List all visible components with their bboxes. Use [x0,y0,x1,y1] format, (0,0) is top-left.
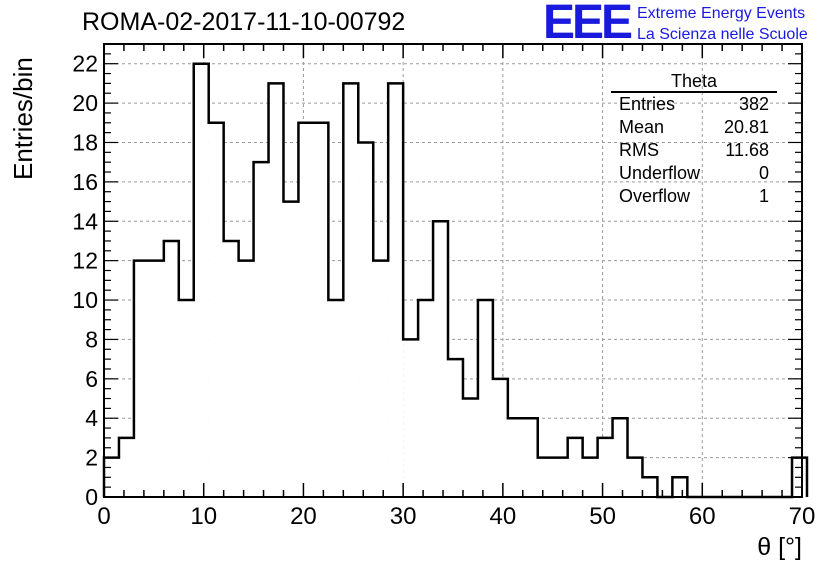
stats-row-mean: Mean 20.81 [611,116,777,139]
histogram-bin [283,202,298,497]
stats-value: 0 [759,162,769,185]
stats-label: Overflow [619,185,690,208]
histogram-bin [598,438,613,497]
y-tick-label: 14 [72,208,98,234]
x-axis-label: θ [°] [757,533,802,562]
y-tick-label: 22 [72,51,98,77]
histogram-bin [269,83,284,497]
histogram-bin [523,418,538,497]
stats-value: 20.81 [724,116,769,139]
histogram-bin [209,123,224,497]
y-tick-label: 4 [85,405,98,431]
chart-title: ROMA-02-2017-11-10-00792 [82,8,405,37]
stats-value: 1 [759,185,769,208]
histogram-bin [553,458,568,497]
y-tick-label: 20 [72,90,98,116]
histogram-bin [403,339,418,497]
logo-line-2: La Scienza nelle Scuole [637,26,808,44]
histogram-bin [328,300,343,497]
x-tick-label: 30 [390,503,417,530]
histogram-bin [463,399,478,497]
y-tick-label: 10 [72,287,98,313]
stats-value: 382 [739,93,769,116]
y-tick-label: 6 [85,366,98,392]
histogram-bin [119,438,134,497]
histogram-bin [254,162,269,497]
histogram-bin [149,261,164,497]
x-tick-label: 20 [290,503,317,530]
stats-box: Theta Entries 382 Mean 20.81 RMS 11.68 U… [611,72,777,208]
histogram-bin [164,241,179,497]
stats-label: Entries [619,93,675,116]
x-tick-label: 40 [490,503,517,530]
stats-label: Mean [619,116,664,139]
histogram-bin [448,359,463,497]
histogram-bin [358,142,373,497]
histogram-bin [179,300,194,497]
histogram-bin [583,458,598,497]
histogram-bin [388,83,403,497]
histogram-bin [433,221,448,497]
histogram-bin [298,123,313,497]
y-axis-label-text: Entries/bin [8,57,39,180]
stats-row-rms: RMS 11.68 [611,139,777,162]
histogram-bin [373,261,388,497]
stats-row-overflow: Overflow 1 [611,185,777,208]
histogram-bin [343,83,358,497]
histogram-bin [194,64,209,497]
x-tick-label: 0 [97,503,110,530]
histogram-bin [493,379,508,497]
histogram-bin [418,300,433,497]
histogram-bin [313,123,328,497]
stats-label: RMS [619,139,659,162]
histogram-bin [478,300,493,497]
stats-value: 11.68 [725,139,769,162]
x-tick-label: 60 [689,503,716,530]
x-tick-label: 70 [789,503,816,530]
stats-title: Theta [611,72,777,93]
y-tick-label: 12 [72,248,98,274]
stats-row-entries: Entries 382 [611,93,777,116]
logo-mark: EEE [543,0,630,48]
histogram-bin [239,261,254,497]
x-tick-label: 50 [589,503,616,530]
histogram-bin [224,241,239,497]
y-tick-label: 16 [72,169,98,195]
logo-line-1: Extreme Energy Events [637,5,805,23]
histogram-bin [508,418,523,497]
y-tick-label: 2 [85,445,98,471]
x-tick-label: 10 [190,503,217,530]
histogram-bin [134,261,149,497]
histogram-bin [672,477,687,497]
y-tick-label: 0 [85,484,98,510]
histogram-bin [538,458,553,497]
histogram-bin [568,438,583,497]
stats-row-underflow: Underflow 0 [611,162,777,185]
histogram-bin [642,477,657,497]
histogram-bin [613,418,628,497]
histogram-bin [628,458,643,497]
y-tick-label: 8 [85,326,98,352]
stats-label: Underflow [619,162,700,185]
y-tick-label: 18 [72,129,98,155]
